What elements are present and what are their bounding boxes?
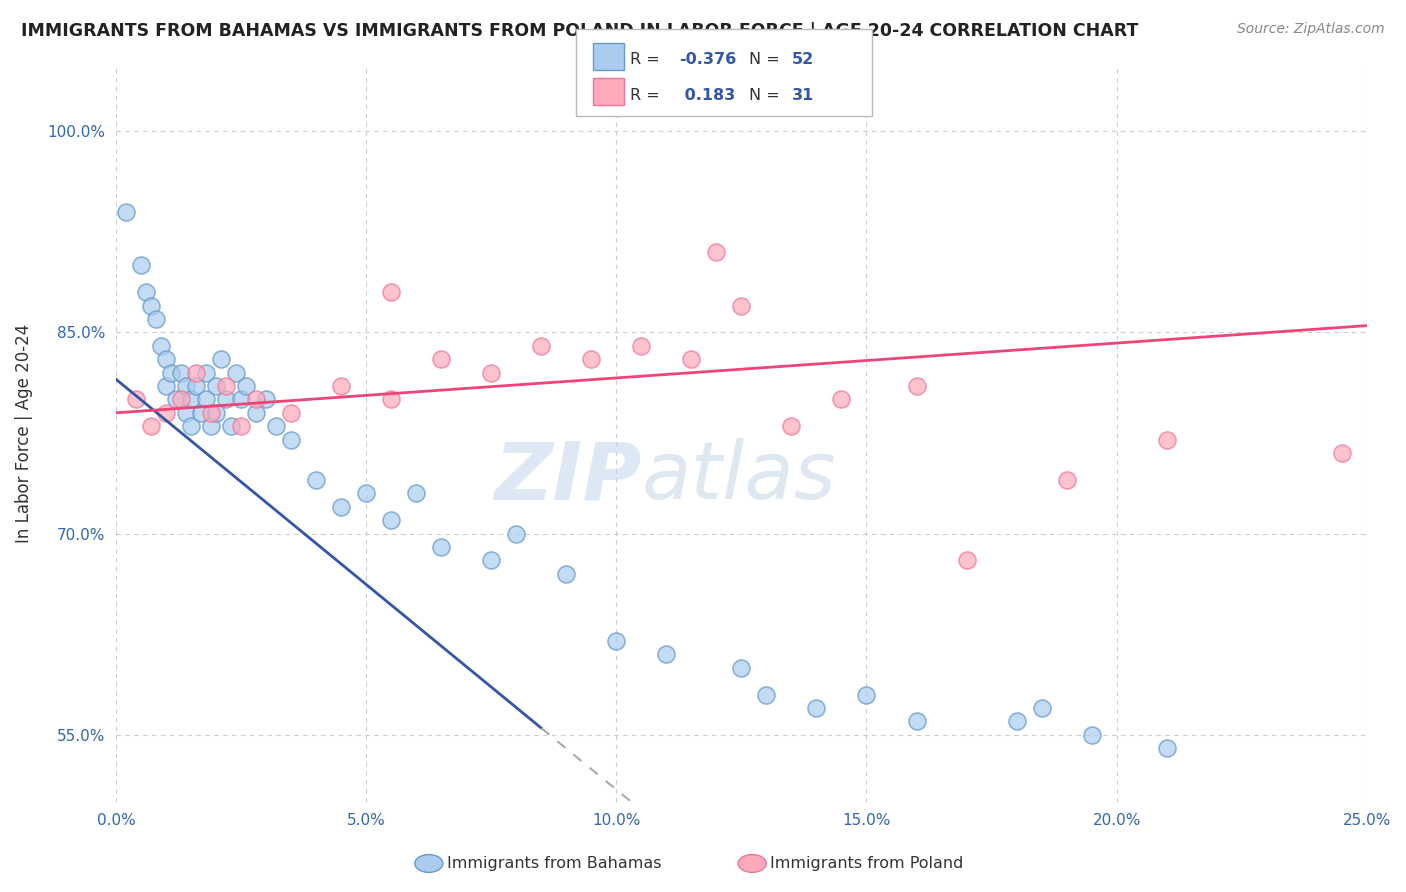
Point <box>830 392 852 407</box>
Text: IMMIGRANTS FROM BAHAMAS VS IMMIGRANTS FROM POLAND IN LABOR FORCE | AGE 20-24 COR: IMMIGRANTS FROM BAHAMAS VS IMMIGRANTS FR… <box>21 22 1139 40</box>
Point <box>215 392 238 407</box>
Point <box>280 406 302 420</box>
Point <box>405 486 427 500</box>
Point <box>1005 714 1028 729</box>
Point <box>155 379 177 393</box>
Text: atlas: atlas <box>641 438 837 516</box>
Point <box>235 379 257 393</box>
Point <box>280 433 302 447</box>
Point <box>174 406 197 420</box>
Point <box>245 406 267 420</box>
Point <box>205 406 228 420</box>
Point <box>330 379 353 393</box>
Point <box>184 366 207 380</box>
Point <box>581 352 603 367</box>
Point <box>139 419 162 434</box>
Point <box>155 406 177 420</box>
Point <box>1330 446 1353 460</box>
Point <box>135 285 157 299</box>
Point <box>229 419 252 434</box>
Point <box>806 701 828 715</box>
Point <box>170 392 193 407</box>
Point <box>1080 728 1102 742</box>
Point <box>380 513 402 527</box>
Point <box>215 379 238 393</box>
Point <box>139 299 162 313</box>
Text: ZIP: ZIP <box>494 438 641 516</box>
Point <box>330 500 353 514</box>
Point <box>245 392 267 407</box>
Point <box>730 661 752 675</box>
Point <box>730 299 752 313</box>
Point <box>706 244 728 259</box>
Point <box>380 392 402 407</box>
Point <box>200 406 222 420</box>
Point <box>605 633 627 648</box>
Point <box>905 714 928 729</box>
Point <box>180 392 202 407</box>
Text: 0.183: 0.183 <box>679 88 735 103</box>
Point <box>380 285 402 299</box>
Point <box>530 339 553 353</box>
Point <box>195 392 218 407</box>
Point <box>229 392 252 407</box>
Point <box>655 647 678 661</box>
Point <box>190 406 212 420</box>
Y-axis label: In Labor Force | Age 20-24: In Labor Force | Age 20-24 <box>15 323 32 542</box>
Point <box>170 366 193 380</box>
Point <box>180 419 202 434</box>
Point <box>905 379 928 393</box>
Point <box>219 419 242 434</box>
Point <box>681 352 703 367</box>
Point <box>354 486 377 500</box>
Point <box>1031 701 1053 715</box>
Point <box>184 379 207 393</box>
Point <box>174 379 197 393</box>
Point <box>254 392 277 407</box>
Point <box>160 366 183 380</box>
Point <box>264 419 287 434</box>
Point <box>145 312 167 326</box>
Point <box>200 419 222 434</box>
Text: N =: N = <box>749 88 786 103</box>
Text: Source: ZipAtlas.com: Source: ZipAtlas.com <box>1237 22 1385 37</box>
Point <box>430 352 453 367</box>
Text: Immigrants from Bahamas: Immigrants from Bahamas <box>447 856 662 871</box>
Text: N =: N = <box>749 53 786 67</box>
Point <box>125 392 148 407</box>
Point <box>955 553 977 567</box>
Point <box>755 688 778 702</box>
Point <box>165 392 187 407</box>
Point <box>505 526 527 541</box>
Point <box>225 366 247 380</box>
Text: R =: R = <box>630 88 665 103</box>
Text: -0.376: -0.376 <box>679 53 737 67</box>
Point <box>129 258 152 272</box>
Point <box>209 352 232 367</box>
Point <box>479 553 502 567</box>
Point <box>155 352 177 367</box>
Text: Immigrants from Poland: Immigrants from Poland <box>770 856 965 871</box>
Point <box>150 339 173 353</box>
Point <box>855 688 877 702</box>
Text: R =: R = <box>630 53 665 67</box>
Point <box>479 366 502 380</box>
Point <box>1156 741 1178 756</box>
Point <box>555 566 578 581</box>
Point <box>1156 433 1178 447</box>
Point <box>115 204 138 219</box>
Text: 31: 31 <box>792 88 814 103</box>
Text: 52: 52 <box>792 53 814 67</box>
Point <box>1056 473 1078 487</box>
Point <box>630 339 652 353</box>
Point <box>195 366 218 380</box>
Point <box>780 419 803 434</box>
Point <box>430 540 453 554</box>
Point <box>305 473 328 487</box>
Point <box>205 379 228 393</box>
